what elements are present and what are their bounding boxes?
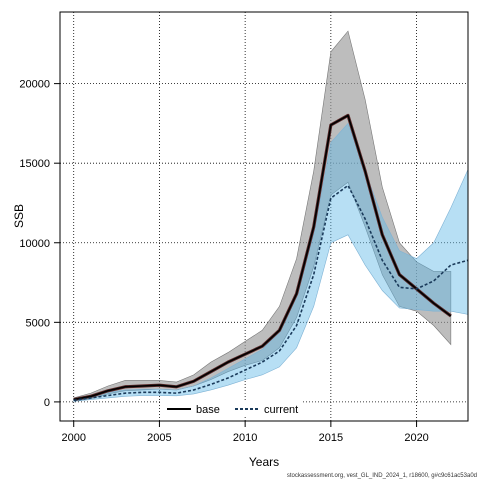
x-tick-label-2010: 2010	[233, 432, 257, 444]
legend-label-current: current	[264, 404, 298, 416]
y-tick-label-0: 0	[44, 397, 50, 409]
x-axis-ticks: 2000 2005 2010 2015 2020	[61, 421, 429, 444]
legend-label-base: base	[196, 404, 220, 416]
line-current	[73, 184, 469, 402]
x-tick-label-2000: 2000	[61, 432, 85, 444]
grid	[60, 12, 468, 421]
source-note: stockassessment.org, vest_GL_IND_2024_1,…	[287, 473, 477, 479]
y-tick-label-15000: 15000	[19, 158, 50, 170]
x-tick-label-2015: 2015	[319, 432, 343, 444]
x-tick-label-2020: 2020	[404, 432, 428, 444]
legend: base current	[162, 401, 302, 417]
y-axis-ticks: 0 5000 10000 15000 20000	[19, 79, 60, 409]
x-tick-label-2005: 2005	[147, 432, 171, 444]
line-base	[73, 114, 452, 401]
y-tick-label-5000: 5000	[26, 317, 50, 329]
x-axis-label: Years	[249, 455, 279, 469]
legend-box	[162, 401, 302, 417]
band-current	[73, 122, 469, 402]
y-tick-label-20000: 20000	[19, 79, 50, 91]
plot-frame	[59, 11, 469, 422]
series-lines	[73, 113, 469, 402]
confidence-bands	[73, 30, 469, 402]
y-axis-label: SSB	[12, 204, 26, 228]
y-tick-label-10000: 10000	[19, 238, 50, 250]
